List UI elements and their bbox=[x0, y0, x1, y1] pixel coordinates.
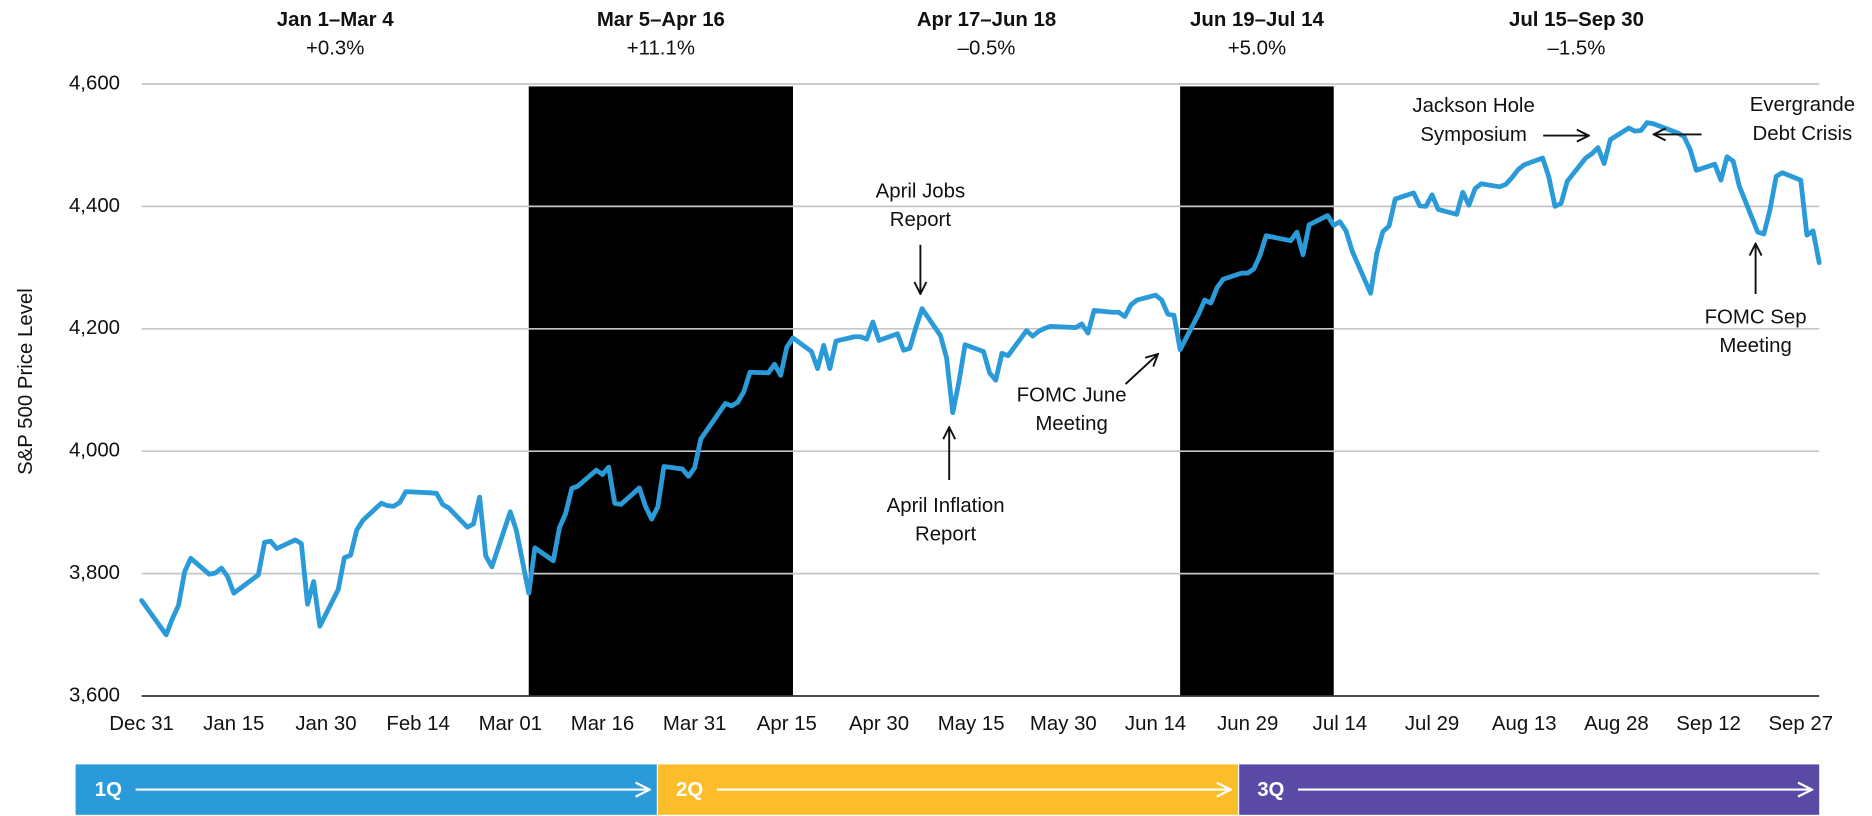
y-tick-label: 4,400 bbox=[69, 195, 120, 217]
x-tick-label: Aug 13 bbox=[1492, 713, 1557, 735]
x-tick-label: Dec 31 bbox=[109, 713, 174, 735]
period-change: +11.1% bbox=[627, 38, 695, 60]
x-tick-label: May 30 bbox=[1030, 713, 1097, 735]
quarter-bar: 1Q 2Q 3Q bbox=[75, 764, 1820, 815]
x-tick-label: Apr 30 bbox=[849, 713, 909, 735]
x-tick-label: Feb 14 bbox=[386, 713, 449, 735]
shaded-region bbox=[528, 86, 793, 696]
annotation-text: FOMC Sep bbox=[1705, 306, 1807, 328]
annotation-text: Report bbox=[915, 524, 977, 546]
y-tick-label: 4,600 bbox=[69, 72, 120, 94]
annotation-text: Debt Crisis bbox=[1753, 123, 1853, 145]
x-tick-label: Jun 29 bbox=[1217, 713, 1278, 735]
period-label: Jan 1–Mar 4 bbox=[277, 9, 394, 31]
x-tick-label: May 15 bbox=[938, 713, 1005, 735]
y-tick-label: 4,200 bbox=[69, 317, 120, 339]
annotation-text: April Jobs bbox=[876, 180, 966, 202]
x-tick-label: Apr 15 bbox=[757, 713, 817, 735]
quarter-label: 2Q bbox=[676, 779, 703, 801]
annotation-text: FOMC June bbox=[1017, 384, 1127, 406]
x-tick-label: Sep 12 bbox=[1676, 713, 1741, 735]
x-tick-label: Mar 01 bbox=[479, 713, 542, 735]
line-layer bbox=[139, 120, 1822, 638]
annotation-text: Meeting bbox=[1035, 413, 1108, 435]
period-label: Apr 17–Jun 18 bbox=[917, 9, 1056, 31]
x-tick-label: Mar 31 bbox=[663, 713, 726, 735]
annotation-text: Evergrande bbox=[1750, 94, 1855, 116]
x-tick-label: Jan 30 bbox=[295, 713, 356, 735]
shaded-region bbox=[1180, 86, 1334, 696]
annotation-text: Symposium bbox=[1420, 124, 1527, 146]
period-label: Jul 15–Sep 30 bbox=[1509, 9, 1644, 31]
period-label: Jun 19–Jul 14 bbox=[1190, 9, 1324, 31]
y-tick-label: 4,000 bbox=[69, 440, 120, 462]
quarter-label: 3Q bbox=[1257, 779, 1284, 801]
x-tick-label: Jul 14 bbox=[1313, 713, 1367, 735]
x-tick-label: Aug 28 bbox=[1584, 713, 1649, 735]
period-change: +5.0% bbox=[1228, 38, 1286, 60]
background-layer bbox=[528, 86, 1334, 696]
annotation-layer: April Jobs Report April Inflation Report… bbox=[876, 94, 1855, 546]
annotation-text: April Inflation bbox=[887, 495, 1005, 517]
price-line bbox=[139, 120, 1822, 638]
annotation-text: Report bbox=[890, 209, 952, 231]
period-change: –1.5% bbox=[1548, 38, 1606, 60]
grid-layer bbox=[141, 83, 1820, 697]
text-layer: S&P 500 Price Level Jan 1–Mar 4 +0.3% Mar … bbox=[15, 9, 1833, 735]
y-tick-label: 3,600 bbox=[69, 684, 120, 706]
x-tick-label: Mar 16 bbox=[571, 713, 634, 735]
x-tick-label: Jun 14 bbox=[1125, 713, 1186, 735]
annotation-text: Meeting bbox=[1719, 335, 1792, 357]
quarter-label: 1Q bbox=[95, 779, 122, 801]
x-tick-label: Jan 15 bbox=[203, 713, 264, 735]
annotation-arrow bbox=[1124, 354, 1158, 385]
period-label: Mar 5–Apr 16 bbox=[597, 9, 725, 31]
y-axis-label: S&P 500 Price Level bbox=[15, 288, 37, 475]
x-tick-label: Sep 27 bbox=[1768, 713, 1833, 735]
y-tick-label: 3,800 bbox=[69, 562, 120, 584]
x-tick-label: Jul 29 bbox=[1405, 713, 1459, 735]
period-change: +0.3% bbox=[306, 38, 364, 60]
annotation-text: Jackson Hole bbox=[1412, 95, 1534, 117]
period-change: –0.5% bbox=[958, 38, 1016, 60]
